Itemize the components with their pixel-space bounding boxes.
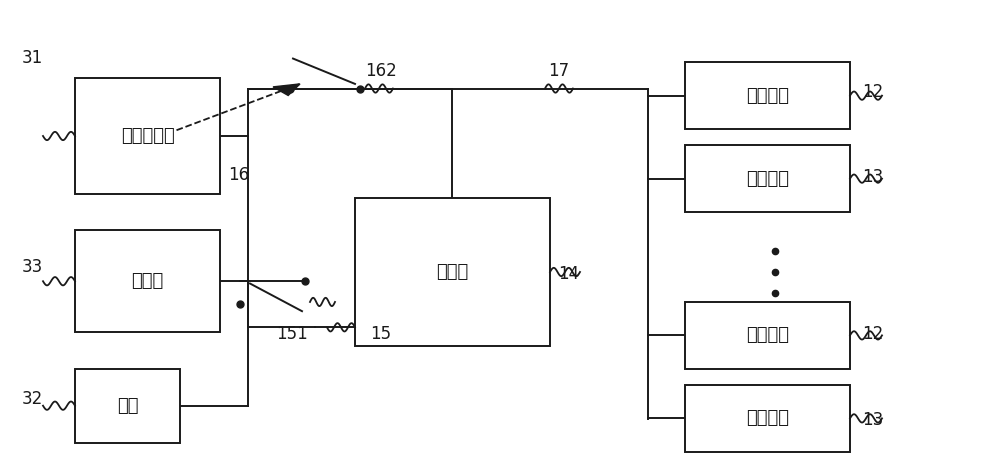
Text: 均衡电路: 均衡电路 [746, 409, 789, 427]
Text: 162: 162 [365, 62, 397, 81]
Text: 13: 13 [862, 410, 883, 429]
Text: 负载: 负载 [117, 396, 138, 415]
Bar [75, 230, 220, 332]
Text: 蓄电池: 蓄电池 [131, 272, 164, 290]
Text: 均衡电路: 均衡电路 [746, 170, 789, 188]
Text: 33: 33 [22, 258, 43, 277]
Bar [355, 198, 550, 346]
Text: 16: 16 [228, 166, 249, 184]
Bar [75, 369, 180, 443]
Text: 12: 12 [862, 325, 883, 343]
Bar [685, 302, 850, 369]
Bar [685, 145, 850, 212]
Text: 采集电路: 采集电路 [746, 326, 789, 344]
Text: 151: 151 [276, 325, 308, 343]
Text: 31: 31 [22, 48, 43, 67]
Text: 采集电路: 采集电路 [746, 87, 789, 105]
Polygon shape [273, 84, 300, 95]
Bar [685, 62, 850, 129]
Text: 12: 12 [862, 83, 883, 101]
Bar [685, 385, 850, 452]
Text: 32: 32 [22, 390, 43, 408]
Text: 13: 13 [862, 168, 883, 187]
Text: 控制器: 控制器 [436, 263, 469, 281]
Text: 15: 15 [370, 325, 391, 343]
Text: 17: 17 [548, 62, 569, 81]
Text: 车身控制器: 车身控制器 [121, 127, 174, 145]
Text: 14: 14 [558, 265, 579, 284]
Bar [75, 78, 220, 194]
